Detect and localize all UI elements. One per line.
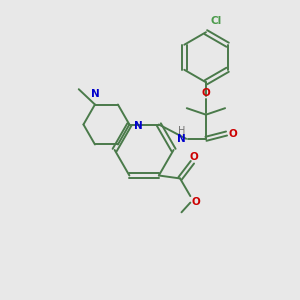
Text: N: N: [134, 121, 142, 131]
Text: O: O: [192, 197, 201, 207]
Text: N: N: [91, 89, 99, 99]
Text: O: O: [229, 128, 237, 139]
Text: O: O: [202, 88, 210, 98]
Text: H: H: [178, 127, 185, 136]
Text: Cl: Cl: [210, 16, 222, 26]
Text: O: O: [190, 152, 198, 162]
Text: N: N: [178, 134, 186, 144]
